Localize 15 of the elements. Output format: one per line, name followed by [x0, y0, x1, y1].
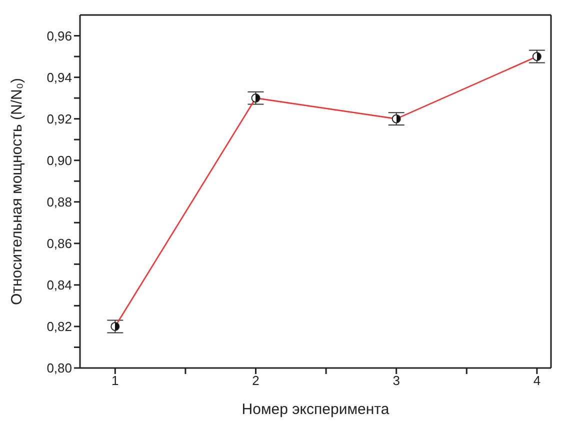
x-tick-label: 4 [533, 373, 541, 388]
x-axis-title: Номер эксперимента [242, 401, 390, 418]
x-tick-label: 2 [252, 373, 260, 388]
y-tick-label: 0,94 [46, 70, 72, 85]
y-tick-label: 0,88 [46, 194, 72, 210]
y-tick-label: 0,80 [46, 360, 72, 376]
x-tick-label: 1 [112, 373, 119, 388]
x-tick-label: 3 [392, 373, 400, 388]
y-tick-label: 0,92 [46, 111, 72, 126]
y-tick-label: 0,86 [46, 236, 72, 252]
y-tick-label: 0,82 [46, 319, 72, 334]
y-tick-label: 0,84 [46, 278, 72, 293]
y-tick-label: 0,90 [46, 152, 72, 168]
y-tick-label: 0,96 [46, 28, 72, 44]
y-axis-title: Относительная мощность (N/N₀) [8, 78, 26, 306]
